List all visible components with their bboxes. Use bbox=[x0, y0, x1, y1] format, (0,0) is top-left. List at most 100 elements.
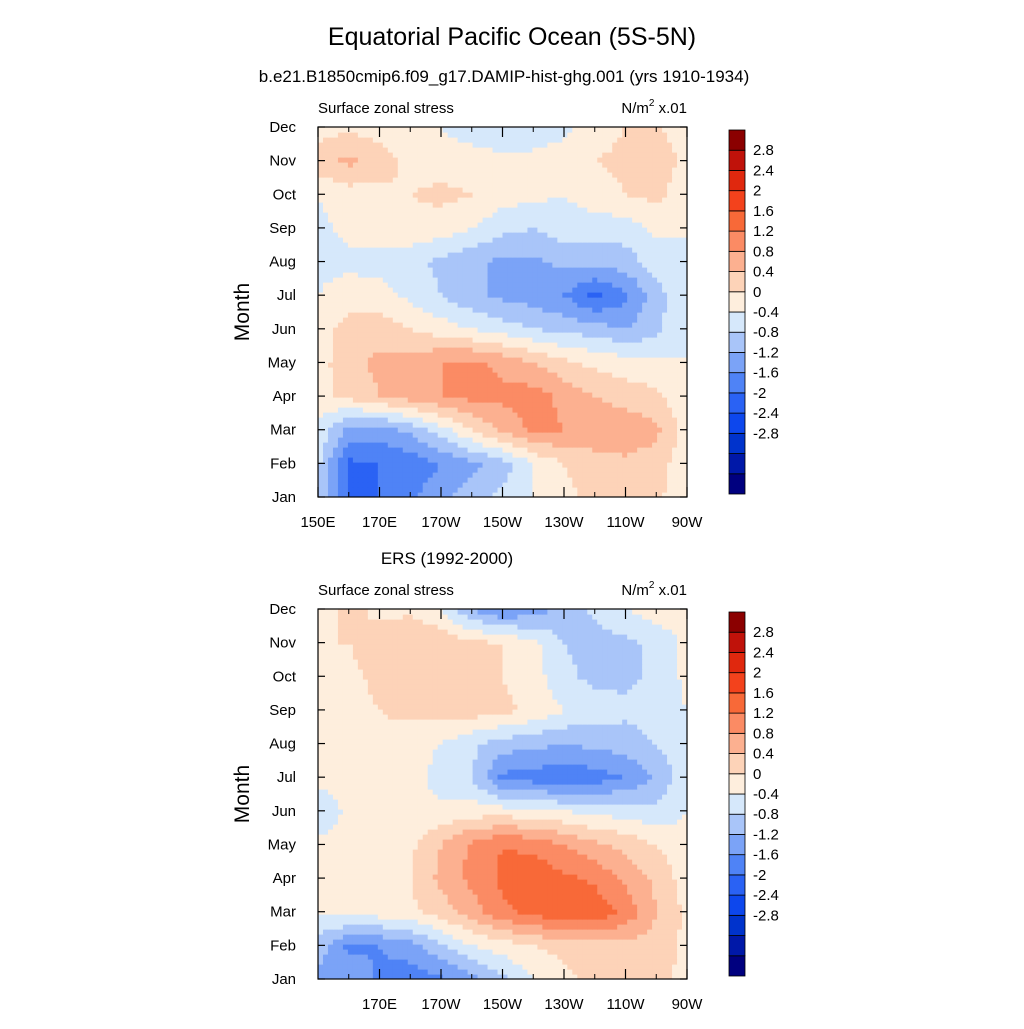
contour-cell bbox=[318, 367, 324, 373]
contour-cell bbox=[318, 467, 324, 473]
contour-cell bbox=[527, 407, 534, 413]
contour-cell bbox=[427, 317, 434, 323]
contour-cell bbox=[352, 402, 359, 408]
contour-cell bbox=[562, 242, 568, 248]
contour-cell bbox=[567, 342, 573, 348]
contour-cell bbox=[352, 177, 359, 183]
contour-cell bbox=[442, 392, 449, 398]
contour-cell bbox=[322, 197, 329, 203]
contour-cell bbox=[432, 337, 439, 343]
contour-cell bbox=[662, 462, 668, 468]
contour-cell bbox=[462, 477, 469, 483]
contour-cell bbox=[632, 427, 638, 433]
contour-cell bbox=[427, 392, 434, 398]
contour-cell bbox=[542, 442, 548, 448]
contour-cell bbox=[667, 347, 673, 353]
contour-cell bbox=[467, 267, 474, 273]
contour-cell bbox=[318, 162, 324, 168]
contour-cell bbox=[472, 227, 479, 233]
contour-cell bbox=[607, 467, 613, 473]
contour-cell bbox=[397, 337, 404, 343]
contour-cell bbox=[567, 292, 573, 298]
contour-cell bbox=[322, 217, 329, 223]
contour-cell bbox=[627, 457, 633, 463]
contour-cell bbox=[587, 342, 593, 348]
contour-cell bbox=[487, 197, 494, 203]
contour-cell bbox=[617, 337, 623, 343]
contour-cell bbox=[522, 322, 529, 328]
contour-cell bbox=[562, 247, 568, 253]
contour-cell bbox=[412, 457, 419, 463]
contour-cell bbox=[362, 262, 369, 268]
contour-cell bbox=[567, 232, 573, 238]
contour-cell bbox=[627, 282, 633, 288]
contour-cell bbox=[362, 407, 369, 413]
contour-cell bbox=[327, 492, 334, 497]
contour-cell bbox=[402, 462, 409, 468]
contour-cell bbox=[652, 202, 658, 208]
contour-cell bbox=[402, 242, 409, 248]
contour-cell bbox=[397, 487, 404, 493]
contour-cell bbox=[387, 162, 394, 168]
contour-cell bbox=[342, 472, 349, 478]
contour-cell bbox=[487, 392, 494, 398]
contour-cell bbox=[567, 482, 573, 488]
contour-cell bbox=[402, 262, 409, 268]
contour-cell bbox=[587, 442, 593, 448]
contour-cell bbox=[457, 362, 464, 368]
contour-cell bbox=[572, 477, 578, 483]
contour-cell bbox=[517, 352, 524, 358]
contour-cell bbox=[587, 317, 593, 323]
contour-cell bbox=[377, 162, 384, 168]
contour-cell bbox=[342, 302, 349, 308]
contour-cell bbox=[322, 332, 329, 338]
contour-cell bbox=[477, 177, 484, 183]
contour-cell bbox=[657, 177, 663, 183]
contour-cell bbox=[372, 297, 379, 303]
contour-cell bbox=[452, 472, 459, 478]
contour-cell bbox=[322, 162, 329, 168]
contour-cell bbox=[577, 162, 583, 168]
contour-cell bbox=[517, 472, 524, 478]
contour-cell bbox=[592, 422, 598, 428]
contour-cell bbox=[582, 202, 588, 208]
contour-cell bbox=[507, 422, 514, 428]
contour-cell bbox=[682, 297, 687, 303]
contour-cell bbox=[427, 247, 434, 253]
contour-cell bbox=[597, 282, 603, 288]
contour-cell bbox=[552, 442, 558, 448]
contour-cell bbox=[682, 332, 687, 338]
contour-cell bbox=[422, 402, 429, 408]
contour-cell bbox=[427, 222, 434, 228]
contour-cell bbox=[377, 357, 384, 363]
contour-cell bbox=[487, 447, 494, 453]
contour-cell bbox=[322, 192, 329, 198]
contour-cell bbox=[477, 467, 484, 473]
contour-cell bbox=[532, 472, 539, 478]
contour-cell bbox=[542, 492, 548, 497]
contour-cell bbox=[402, 297, 409, 303]
contour-cell bbox=[447, 162, 454, 168]
contour-cell bbox=[372, 487, 379, 493]
contour-cell bbox=[437, 187, 444, 193]
contour-cell bbox=[617, 412, 623, 418]
contour-cell bbox=[402, 337, 409, 343]
contour-cell bbox=[377, 442, 384, 448]
contour-cell bbox=[582, 282, 588, 288]
contour-cell bbox=[622, 237, 628, 243]
contour-cell bbox=[477, 362, 484, 368]
contour-cell bbox=[407, 272, 414, 278]
contour-cell bbox=[667, 297, 673, 303]
contour-cell bbox=[557, 262, 563, 268]
contour-cell bbox=[587, 192, 593, 198]
contour-cell bbox=[507, 377, 514, 383]
contour-cell bbox=[382, 302, 389, 308]
contour-cell bbox=[502, 442, 509, 448]
contour-cell bbox=[562, 392, 568, 398]
contour-cell bbox=[557, 452, 563, 458]
contour-cell bbox=[627, 287, 633, 293]
contour-cell bbox=[517, 332, 524, 338]
contour-cell bbox=[372, 452, 379, 458]
contour-cell bbox=[492, 317, 499, 323]
contour-cell bbox=[537, 282, 543, 288]
